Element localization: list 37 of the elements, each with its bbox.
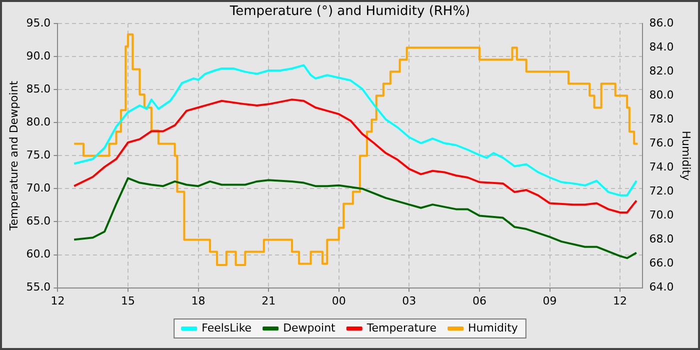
y2-tick-label: 74.0 [649, 160, 674, 174]
y2-tick-label: 78.0 [649, 112, 674, 126]
y-tick-label: 85.0 [26, 82, 51, 96]
chart-title: Temperature (°) and Humidity (RH%) [228, 4, 470, 20]
x-tick-label: 21 [262, 294, 276, 308]
y2-tick-label: 64.0 [649, 280, 674, 294]
y2-tick-label: 72.0 [649, 184, 674, 198]
y-tick-label: 90.0 [26, 49, 51, 62]
legend-label: Temperature [366, 321, 437, 334]
x-tick-label: 06 [472, 294, 486, 308]
legend-label: Humidity [468, 321, 518, 334]
y2-tick-label: 84.0 [649, 40, 674, 54]
y2-tick-label: 86.0 [649, 16, 674, 30]
y-axis-title: Temperature and Dewpoint [7, 80, 20, 232]
legend-label: Dewpoint [283, 321, 336, 334]
y-tick-label: 60.0 [26, 248, 51, 261]
x-tick-label: 12 [50, 294, 65, 308]
y-tick-label: 55.0 [26, 280, 51, 294]
y2-tick-label: 76.0 [649, 136, 674, 150]
x-tick-label: 15 [120, 294, 135, 308]
y-tick-label: 75.0 [26, 148, 51, 162]
y-tick-label: 80.0 [26, 116, 51, 129]
y-tick-label: 70.0 [26, 182, 51, 195]
y-tick-label: 95.0 [26, 16, 51, 30]
y2-axis-title: Humidity [680, 130, 693, 182]
y2-tick-label: 80.0 [649, 88, 674, 102]
y2-tick-label: 68.0 [649, 232, 674, 246]
y-tick-label: 65.0 [26, 214, 51, 228]
legend-label: FeelsLike [202, 321, 252, 334]
y2-tick-label: 70.0 [649, 208, 674, 222]
x-tick-label: 18 [191, 294, 206, 308]
x-tick-label: 00 [332, 294, 346, 308]
x-tick-label: 12 [613, 294, 628, 308]
y2-tick-label: 82.0 [649, 64, 674, 78]
x-tick-label: 09 [542, 294, 557, 308]
y2-tick-label: 66.0 [649, 256, 674, 270]
x-tick-label: 03 [402, 294, 416, 308]
